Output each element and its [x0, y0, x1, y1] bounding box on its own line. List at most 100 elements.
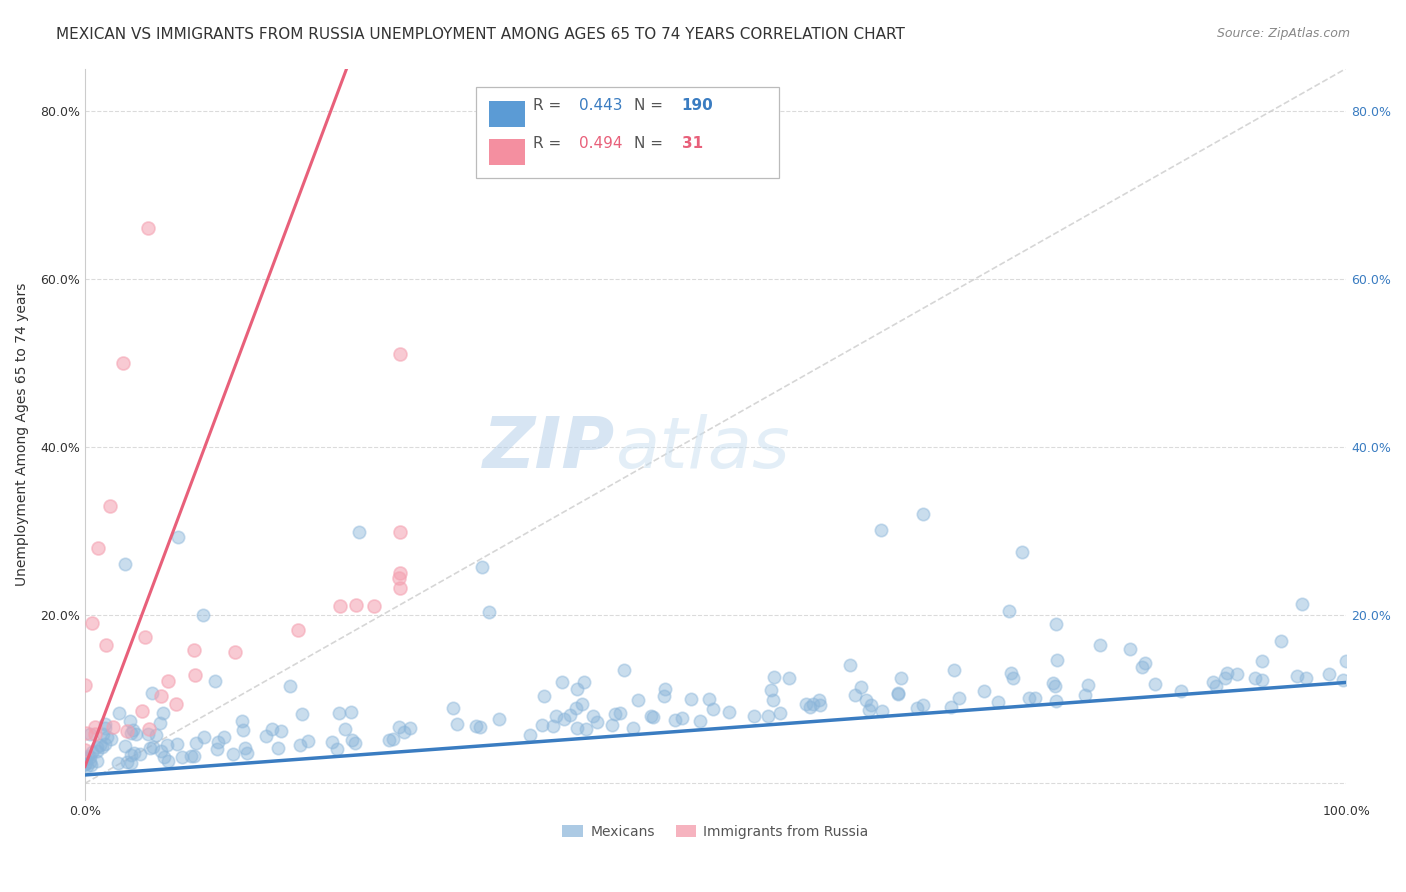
Point — [204, 673, 226, 688]
Point — [572, 675, 595, 690]
Point — [1317, 666, 1340, 681]
Point — [86, 743, 108, 757]
Point — [278, 679, 301, 693]
Point — [93, 727, 115, 741]
Point — [758, 709, 780, 723]
Point — [488, 713, 510, 727]
Point — [145, 728, 167, 742]
Point — [111, 356, 134, 370]
Point — [86, 541, 108, 555]
Point — [382, 732, 405, 747]
Text: 31: 31 — [682, 136, 703, 152]
Point — [287, 624, 309, 638]
Text: Source: ZipAtlas.com: Source: ZipAtlas.com — [1216, 27, 1350, 40]
Point — [844, 689, 866, 703]
Point — [270, 724, 292, 739]
Point — [973, 683, 995, 698]
Point — [205, 742, 228, 756]
Point — [849, 680, 872, 694]
Point — [80, 745, 103, 759]
Point — [254, 729, 277, 743]
Point — [759, 682, 782, 697]
Point — [1001, 672, 1024, 686]
Point — [125, 727, 148, 741]
Point — [152, 706, 174, 721]
Point — [90, 740, 112, 755]
Point — [808, 698, 831, 712]
Point — [1331, 673, 1354, 688]
Point — [297, 733, 319, 747]
Point — [75, 725, 97, 739]
Point — [156, 738, 179, 752]
Point — [1045, 679, 1067, 693]
Point — [1018, 691, 1040, 706]
Point — [388, 720, 411, 734]
Point — [84, 727, 107, 741]
Point — [89, 739, 111, 753]
Point — [120, 747, 142, 762]
Point — [224, 645, 246, 659]
Point — [702, 702, 724, 716]
Point — [128, 747, 150, 761]
Point — [389, 524, 412, 539]
Point — [1291, 597, 1313, 611]
Point — [153, 750, 176, 764]
Point — [1045, 694, 1067, 708]
Point — [887, 687, 910, 701]
Point — [565, 682, 588, 697]
Point — [139, 741, 162, 756]
Point — [939, 699, 962, 714]
Point — [1088, 638, 1111, 652]
Point — [1024, 690, 1046, 705]
Point — [84, 720, 107, 734]
Point — [231, 714, 253, 729]
Point — [325, 742, 347, 756]
Point — [94, 721, 117, 735]
Point — [156, 674, 179, 689]
Point — [1251, 673, 1274, 688]
Point — [117, 723, 139, 738]
Point — [998, 604, 1021, 618]
Point — [389, 566, 412, 581]
Point — [681, 692, 703, 706]
Point — [73, 743, 96, 757]
Point — [1215, 665, 1237, 680]
Point — [640, 709, 662, 723]
Point — [134, 631, 156, 645]
Point — [183, 749, 205, 764]
Point — [166, 737, 188, 751]
Point — [93, 716, 115, 731]
Point — [79, 755, 101, 769]
Point — [321, 734, 343, 748]
Point — [183, 668, 205, 682]
Point — [1042, 675, 1064, 690]
Point — [193, 730, 215, 744]
Point — [742, 708, 765, 723]
Point — [551, 675, 574, 690]
Point — [571, 697, 593, 711]
Point — [870, 523, 893, 537]
Point — [890, 671, 912, 685]
Point — [948, 691, 970, 706]
Point — [75, 757, 97, 772]
Point — [441, 701, 464, 715]
Point — [582, 708, 605, 723]
Point — [911, 698, 934, 713]
Point — [142, 740, 165, 755]
Point — [170, 750, 193, 764]
Point — [267, 741, 290, 756]
Point — [329, 599, 352, 613]
Point — [120, 714, 142, 728]
Point — [621, 722, 644, 736]
Point — [138, 722, 160, 736]
Point — [613, 663, 636, 677]
Point — [586, 715, 609, 730]
Point — [75, 756, 97, 771]
Point — [80, 757, 103, 772]
Point — [654, 682, 676, 697]
Point — [1334, 654, 1357, 668]
Point — [641, 709, 664, 723]
Point — [987, 695, 1010, 709]
Point — [470, 720, 492, 734]
Point — [762, 693, 785, 707]
